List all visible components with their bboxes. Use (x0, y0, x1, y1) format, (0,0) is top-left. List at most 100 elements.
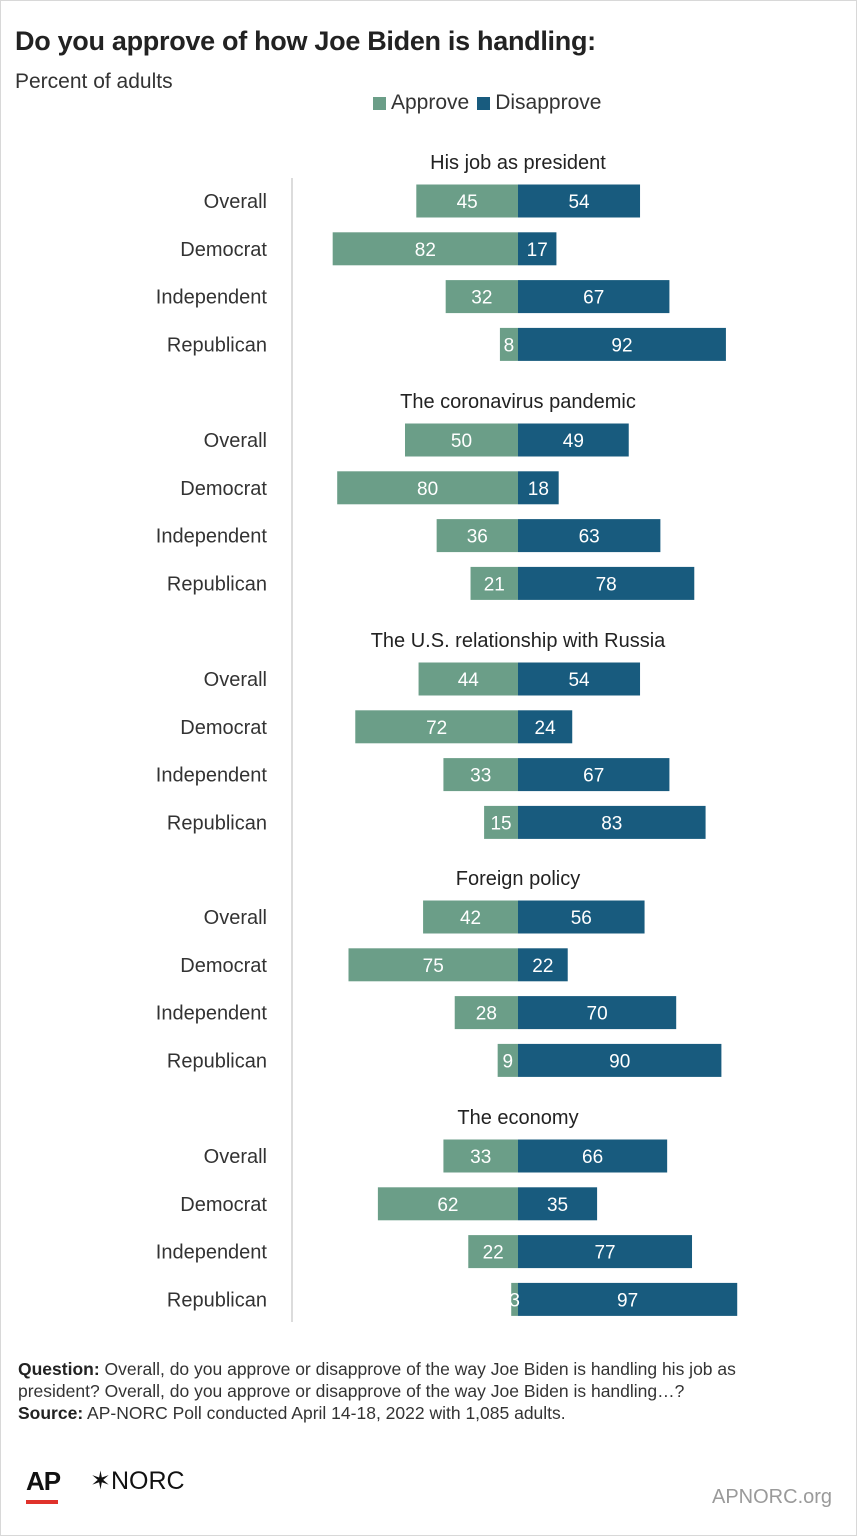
legend-swatch-approve (373, 96, 386, 110)
approve-value-label: 32 (471, 288, 492, 309)
row-label: Democrat (180, 239, 267, 261)
approve-bar (468, 1235, 518, 1269)
row-label: Republican (167, 1289, 267, 1311)
question-note: Question: Overall, do you approve or dis… (18, 1358, 818, 1402)
disapprove-bar (518, 280, 670, 314)
approve-bar (436, 519, 518, 553)
disapprove-value-label: 97 (617, 1290, 638, 1311)
disapprove-value-label: 24 (535, 718, 557, 739)
approve-bar (423, 900, 518, 934)
disapprove-value-label: 67 (583, 288, 604, 309)
disapprove-bar (518, 184, 641, 218)
question-text: Overall, do you approve or disapprove of… (18, 1359, 736, 1401)
approve-value-label: 28 (476, 1004, 497, 1025)
diverging-bar-chart: His job as president Overall 45 54 Democrat 8… (156, 152, 738, 1322)
disapprove-bar (518, 1282, 738, 1316)
disapprove-bar (518, 710, 573, 744)
legend-item-approve: Approve (373, 91, 469, 115)
disapprove-bar (518, 758, 670, 792)
row-label: Overall (204, 191, 267, 213)
disapprove-bar (518, 1187, 598, 1221)
source-text: AP-NORC Poll conducted April 14-18, 2022… (83, 1403, 566, 1423)
row-label: Overall (204, 1146, 267, 1168)
disapprove-value-label: 54 (568, 670, 590, 691)
disapprove-bar (518, 662, 641, 696)
row-label: Republican (167, 812, 267, 834)
approve-bar (348, 948, 518, 982)
disapprove-value-label: 18 (528, 479, 549, 500)
disapprove-value-label: 63 (579, 527, 600, 548)
approve-value-label: 44 (458, 670, 480, 691)
legend-swatch-disapprove (477, 96, 491, 110)
row-label: Democrat (180, 717, 267, 739)
approve-value-label: 80 (417, 479, 438, 500)
approve-bar (418, 662, 518, 696)
approve-value-label: 15 (490, 813, 511, 834)
approve-bar (445, 280, 518, 314)
disapprove-value-label: 54 (568, 192, 590, 213)
site-link[interactable]: APNORC.org (712, 1486, 833, 1508)
disapprove-bar (518, 805, 706, 839)
disapprove-value-label: 22 (532, 956, 553, 977)
approve-value-label: 72 (426, 718, 447, 739)
legend-item-disapprove: Disapprove (477, 91, 601, 115)
ap-logo-underline (26, 1500, 58, 1504)
approve-bar (332, 232, 518, 266)
approve-value-label: 42 (460, 908, 481, 929)
approve-bar (337, 471, 518, 505)
chart-title: Do you approve of how Joe Biden is handl… (15, 26, 596, 56)
approve-bar (499, 327, 518, 361)
source-note: Source: AP-NORC Poll conducted April 14-… (18, 1402, 818, 1424)
disapprove-value-label: 92 (611, 335, 632, 356)
disapprove-value-label: 77 (594, 1243, 615, 1264)
disapprove-value-label: 90 (609, 1051, 630, 1072)
legend: Approve Disapprove (373, 91, 609, 115)
row-label: Republican (167, 1050, 267, 1072)
disapprove-bar (518, 900, 645, 934)
row-label: Overall (204, 907, 267, 929)
disapprove-bar (518, 423, 629, 457)
chart-footer: Question: Overall, do you approve or dis… (18, 1358, 818, 1424)
approve-bar (497, 1043, 518, 1077)
approve-bar (443, 758, 518, 792)
disapprove-value-label: 70 (587, 1004, 608, 1025)
approve-bar (416, 184, 518, 218)
approve-value-label: 45 (457, 192, 478, 213)
row-label: Independent (156, 1242, 268, 1264)
approve-value-label: 3 (509, 1290, 520, 1311)
legend-label-disapprove: Disapprove (495, 91, 602, 114)
group-title: Foreign policy (456, 868, 581, 890)
source-label: Source: (18, 1403, 84, 1423)
disapprove-bar (518, 1043, 722, 1077)
approve-value-label: 9 (503, 1051, 514, 1072)
approve-value-label: 82 (415, 240, 436, 261)
approve-value-label: 8 (504, 335, 515, 356)
disapprove-value-label: 83 (601, 813, 622, 834)
approve-value-label: 22 (483, 1243, 504, 1264)
approve-bar (454, 996, 518, 1030)
disapprove-value-label: 66 (582, 1147, 603, 1168)
disapprove-value-label: 49 (563, 431, 584, 452)
group-title: The economy (457, 1107, 578, 1129)
disapprove-bar (518, 996, 677, 1030)
disapprove-bar (518, 948, 568, 982)
group-title: The U.S. relationship with Russia (371, 630, 666, 652)
row-label: Overall (204, 669, 267, 691)
chart-subtitle: Percent of adults (15, 70, 173, 93)
row-label: Overall (204, 430, 267, 452)
disapprove-bar (518, 471, 559, 505)
disapprove-value-label: 67 (583, 766, 604, 787)
disapprove-bar (518, 1139, 668, 1173)
disapprove-bar (518, 232, 557, 266)
approve-bar (443, 1139, 518, 1173)
approve-bar (470, 566, 518, 600)
row-label: Republican (167, 334, 267, 356)
disapprove-bar (518, 327, 726, 361)
disapprove-value-label: 78 (596, 574, 617, 595)
disapprove-value-label: 56 (571, 908, 592, 929)
approve-bar (405, 423, 518, 457)
legend-label-approve: Approve (391, 91, 470, 114)
approve-value-label: 33 (470, 766, 491, 787)
approve-value-label: 33 (470, 1147, 491, 1168)
disapprove-value-label: 17 (527, 240, 548, 261)
